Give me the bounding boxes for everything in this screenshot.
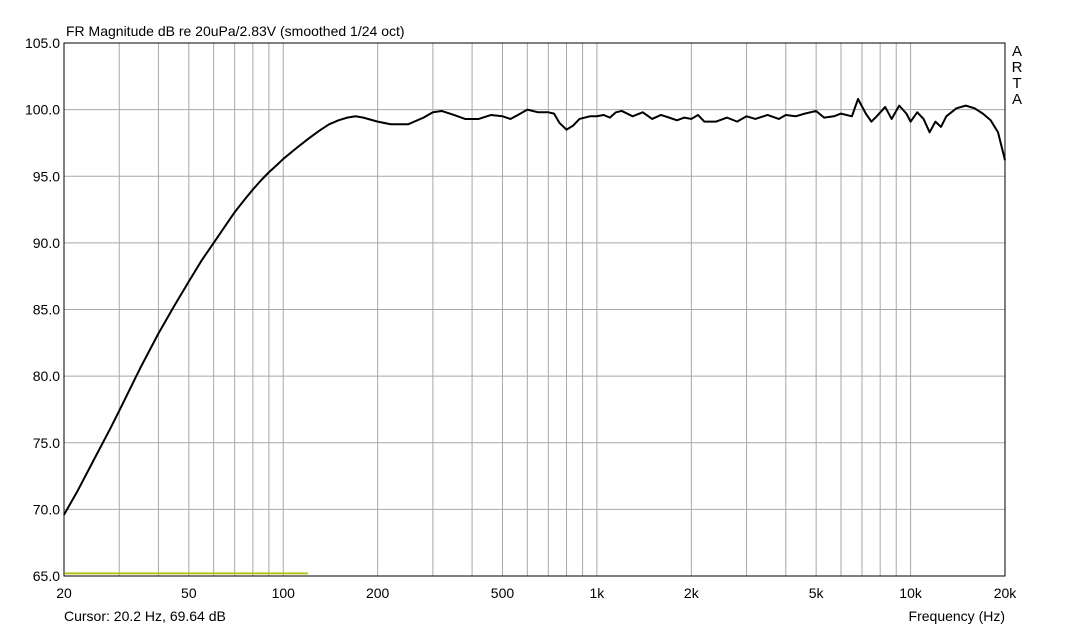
brand-letter: A [1012,43,1022,60]
x-tick-label: 10k [899,585,923,601]
y-tick-label: 90.0 [33,235,60,251]
x-tick-label: 500 [491,585,515,601]
y-tick-label: 75.0 [33,435,60,451]
brand-letter: A [1012,91,1022,108]
brand-letter: R [1012,59,1023,76]
x-tick-labels: 20 50 100 200 500 1k 2k 5k 10k 20k [56,585,1017,601]
x-axis-label: Frequency (Hz) [909,608,1005,624]
x-tick-label: 50 [181,585,197,601]
y-tick-label: 70.0 [33,501,60,517]
y-tick-label: 80.0 [33,368,60,384]
y-tick-label: 95.0 [33,168,60,184]
x-tick-label: 20k [994,585,1018,601]
x-tick-label: 1k [590,585,606,601]
x-tick-label: 200 [366,585,390,601]
y-tick-labels: 105.0 100.0 95.0 90.0 85.0 80.0 75.0 70.0 65.0 [25,35,60,584]
x-tick-label: 2k [684,585,700,601]
series-line-fr [63,97,1006,516]
y-tick-label: 105.0 [25,35,60,51]
x-tick-label: 5k [809,585,825,601]
plot-frame [63,42,1006,577]
chart-title: FR Magnitude dB re 20uPa/2.83V (smoothed… [66,23,405,39]
grid [64,42,1005,577]
y-tick-label: 85.0 [33,302,60,318]
x-tick-label: 100 [272,585,296,601]
brand-letter: T [1012,75,1021,92]
y-tick-label: 65.0 [33,568,60,584]
x-tick-label: 20 [56,585,72,601]
cursor-readout: Cursor: 20.2 Hz, 69.64 dB [64,608,226,624]
y-tick-label: 100.0 [25,102,60,118]
